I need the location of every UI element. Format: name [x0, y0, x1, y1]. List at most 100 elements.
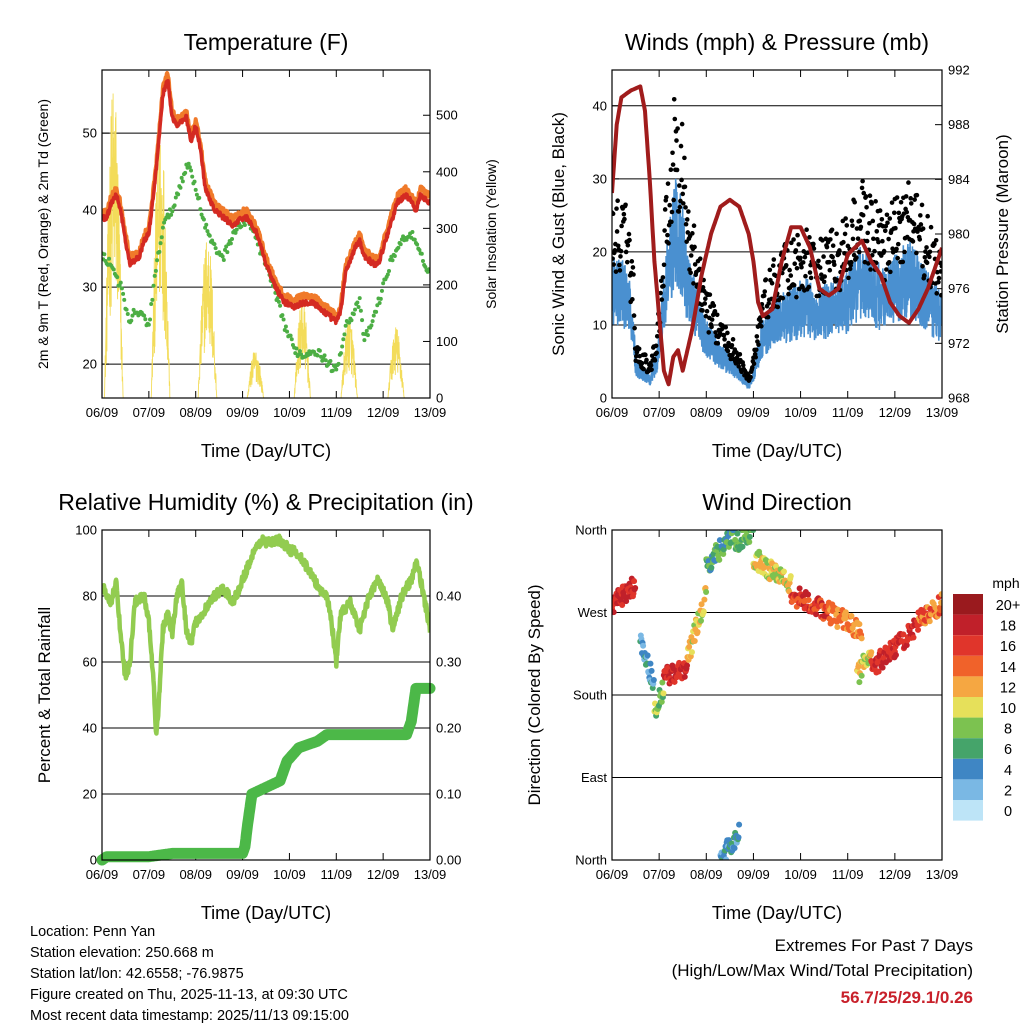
dewpoint-point [142, 313, 147, 318]
gust-point [622, 216, 627, 222]
dewpoint-point [225, 250, 230, 255]
gust-point [666, 241, 671, 246]
dewpoint-point [111, 267, 116, 272]
dewpoint-point [276, 299, 281, 304]
wind-direction-point [875, 668, 882, 675]
dewpoint-point [293, 351, 298, 356]
wind-direction-point [915, 626, 922, 633]
gust-point [821, 254, 826, 259]
wind-direction-point [732, 536, 739, 543]
dewpoint-point [186, 161, 191, 166]
gust-point [618, 254, 623, 259]
gust-point [685, 230, 691, 235]
dewpoint-point [102, 252, 107, 257]
wind-direction-point [681, 673, 688, 680]
dewpoint-point [341, 337, 346, 342]
gust-point [914, 192, 920, 198]
dewpoint-point [330, 368, 335, 373]
gust-point [649, 353, 655, 359]
legend-title: mph [992, 575, 1019, 591]
y-tick-label: 20 [83, 357, 97, 372]
wind-direction-point [805, 596, 812, 603]
gust-point [641, 366, 646, 372]
gust-point [868, 267, 873, 272]
x-tick-label: 09/09 [226, 405, 259, 420]
gust-point [796, 242, 801, 247]
dewpoint-point [289, 337, 294, 342]
dewpoint-point [412, 237, 417, 242]
gust-point [683, 221, 689, 227]
gust-point [658, 290, 663, 296]
dewpoint-point [150, 297, 155, 302]
y2-tick-label: 100 [436, 334, 458, 349]
x-tick-label: 12/09 [367, 867, 400, 882]
winds-chart: Winds (mph) & Pressure (mb) Time (Day/UTC… [549, 29, 1012, 461]
dewpoint-point [197, 195, 202, 200]
gust-point [921, 273, 927, 278]
gust-point [904, 209, 910, 215]
gust-point [857, 218, 863, 224]
gust-point [615, 243, 621, 249]
dewpoint-point [278, 303, 283, 308]
gust-point [934, 291, 940, 296]
gust-point [762, 289, 768, 294]
gust-point [630, 297, 635, 302]
gust-point [890, 246, 895, 252]
station-pressure-line [612, 84, 942, 387]
dewpoint-point [239, 224, 244, 229]
gust-point [674, 167, 680, 173]
legend-label: 8 [1004, 722, 1012, 738]
gust-point [765, 314, 771, 320]
dewpoint-point [170, 209, 175, 214]
dewpoint-point [410, 230, 415, 235]
gust-point [816, 258, 821, 264]
dewpoint-point [149, 302, 154, 307]
y2-tick-label: 976 [948, 281, 970, 296]
gust-point [884, 212, 890, 218]
gust-point [721, 332, 727, 338]
wind-direction-point [834, 606, 841, 613]
dewpoint-point [129, 318, 134, 323]
x-tick-label: 12/09 [879, 867, 912, 882]
y-tick-label: 20 [83, 787, 97, 802]
dewpoint-point [148, 317, 153, 322]
dewpoint-point [176, 192, 181, 197]
y2-tick-label: 972 [948, 336, 970, 351]
wind-direction-point [858, 672, 865, 679]
dewpoint-point [183, 170, 188, 175]
dewpoint-point [234, 227, 239, 232]
gust-point [920, 226, 926, 231]
dewpoint-point [173, 195, 178, 200]
gust-point [618, 248, 624, 254]
dewpoint-point [155, 258, 160, 263]
gust-point [872, 248, 877, 254]
gust-point [697, 256, 703, 262]
gust-point [894, 246, 899, 252]
y-tick-label: East [581, 770, 607, 785]
gust-point [881, 248, 887, 254]
dewpoint-point [201, 217, 206, 222]
direction-y-axis-label: Direction (Colored By Speed) [525, 584, 544, 805]
dewpoint-point [387, 268, 391, 273]
dewpoint-point [340, 344, 345, 349]
dewpoint-point [323, 358, 328, 363]
gust-point [884, 267, 889, 272]
gust-point [617, 262, 622, 268]
wind-direction-point [903, 642, 910, 649]
gust-point [918, 213, 923, 218]
x-tick-label: 06/09 [86, 405, 119, 420]
gust-point [631, 272, 636, 277]
gust-point [800, 260, 806, 265]
dewpoint-point [194, 192, 199, 197]
gust-point [787, 267, 792, 273]
gust-point [925, 213, 930, 219]
gust-point [652, 358, 658, 363]
temperature-9m-line [102, 71, 430, 321]
dewpoint-point [342, 332, 347, 337]
gust-point [837, 248, 842, 253]
y-tick-label: 40 [83, 721, 97, 736]
gust-point [763, 277, 769, 282]
gust-point [730, 337, 736, 342]
x-tick-label: 07/09 [643, 405, 676, 420]
dewpoint-point [423, 264, 428, 269]
